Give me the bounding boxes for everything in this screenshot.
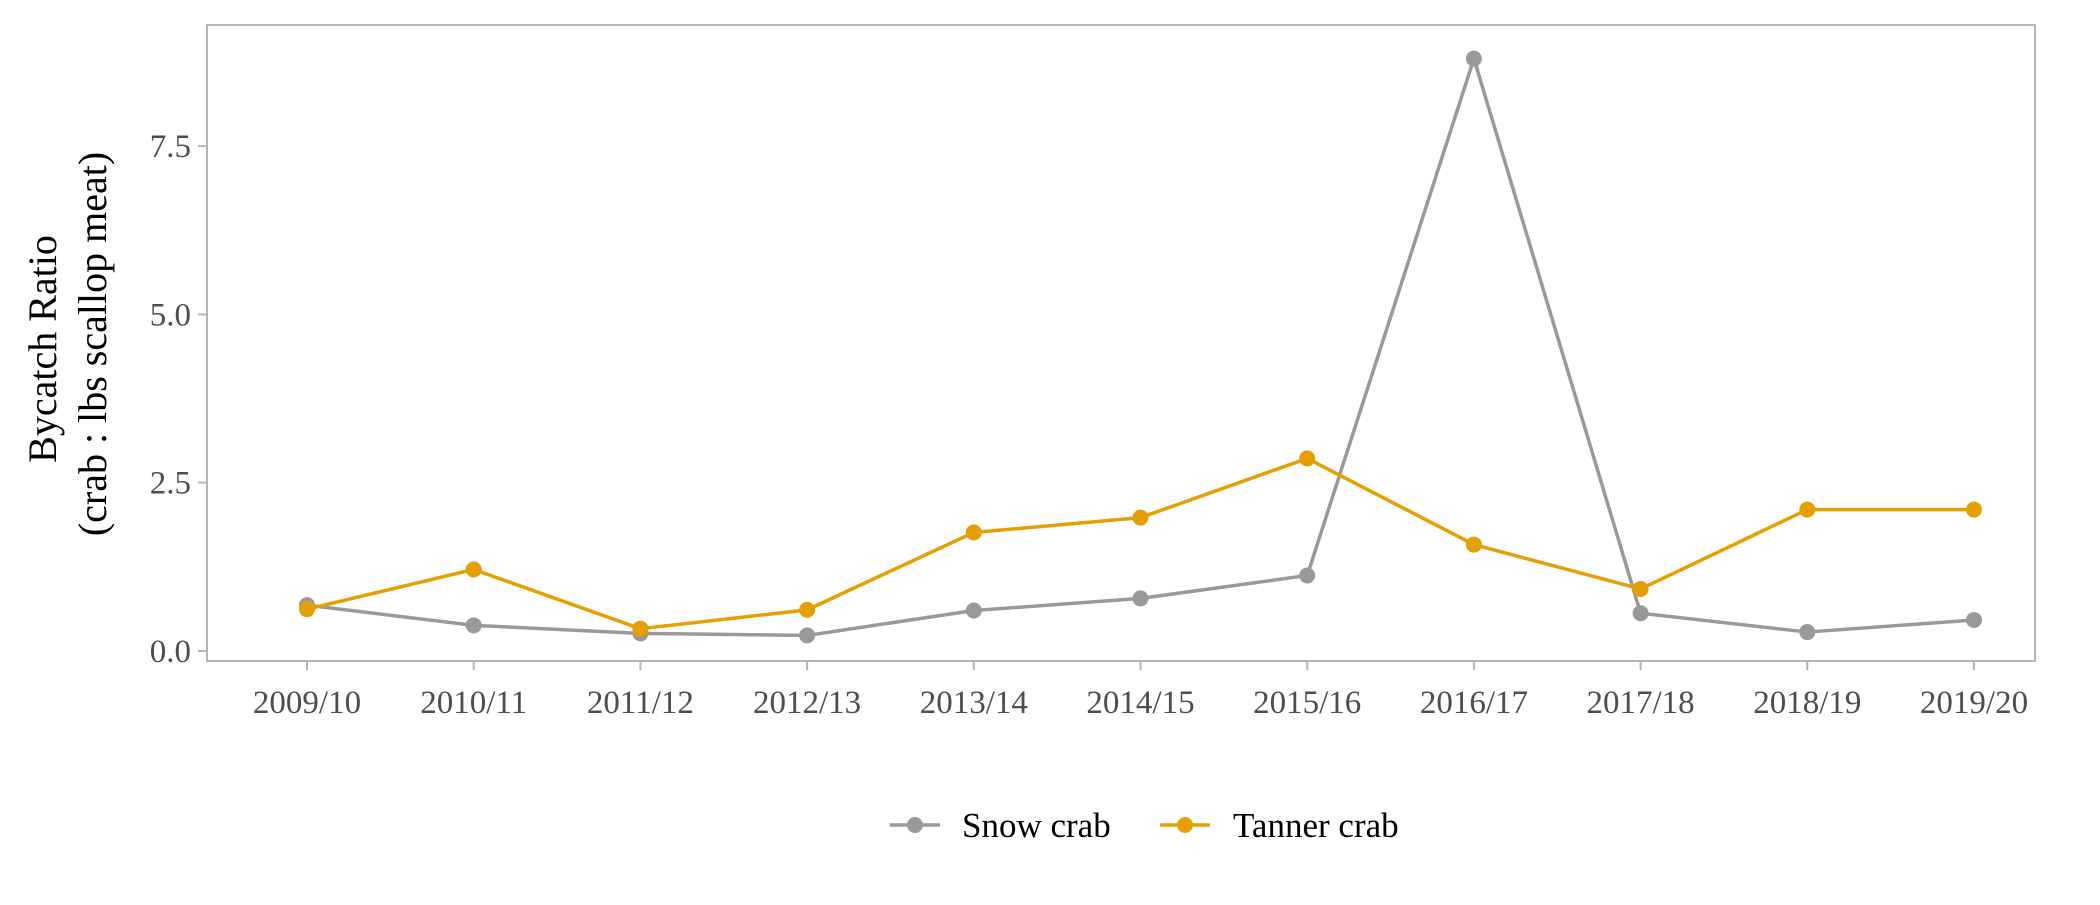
- x-tick-label: 2013/14: [920, 685, 1028, 721]
- data-point: [1966, 501, 1982, 518]
- data-point: [465, 561, 482, 578]
- legend-item-snow-crab: Snow crab: [890, 806, 1111, 845]
- data-point: [965, 524, 982, 541]
- data-point: [1132, 590, 1149, 607]
- data-point: [632, 620, 649, 637]
- data-point: [1299, 567, 1316, 584]
- data-point: [1465, 50, 1482, 67]
- data-point: [1632, 580, 1649, 597]
- data-point: [799, 601, 816, 618]
- y-axis-title-line-2: (crab : lbs scallop meat): [70, 152, 115, 536]
- data-point: [465, 617, 482, 634]
- legend-label: Snow crab: [962, 806, 1111, 845]
- x-tick-label: 2015/16: [1253, 685, 1361, 721]
- data-point: [1966, 611, 1982, 628]
- x-tick-label: 2011/12: [587, 685, 694, 721]
- y-axis-title-line-1: Bycatch Ratio: [20, 235, 65, 463]
- x-tick-label: 2009/10: [253, 685, 361, 721]
- x-tick-label: 2012/13: [753, 685, 861, 721]
- data-point: [1799, 624, 1816, 641]
- legend-key-point: [1177, 817, 1193, 833]
- legend-label: Tanner crab: [1233, 806, 1399, 845]
- x-tick-label: 2014/15: [1086, 685, 1194, 721]
- x-tick-label: 2016/17: [1420, 685, 1528, 721]
- y-tick-label: 0.0: [150, 634, 191, 670]
- legend-item-tanner-crab: Tanner crab: [1160, 806, 1399, 845]
- series-tanner-crab: [299, 450, 1982, 637]
- series-snow-crab: [299, 50, 1982, 644]
- x-axis: 2009/10 2010/11 2011/12 2012/13 2013/14 2014/…: [253, 661, 2028, 721]
- data-point: [1132, 509, 1149, 526]
- x-tick-label: 2018/19: [1753, 685, 1861, 721]
- data-point: [1465, 536, 1482, 553]
- y-axis-title: Bycatch Ratio (crab : lbs scallop meat): [20, 152, 115, 536]
- data-point: [799, 627, 816, 644]
- data-point: [299, 601, 315, 618]
- y-axis: 0.0 2.5 5.0 7.5: [150, 129, 207, 670]
- data-point: [1632, 605, 1649, 622]
- y-tick-label: 5.0: [150, 297, 191, 333]
- plot-panel-border: [206, 24, 2036, 662]
- data-point: [1799, 501, 1816, 518]
- x-tick-label: 2019/20: [1920, 685, 2028, 721]
- legend: Snow crab Tanner crab: [890, 806, 1399, 845]
- series-layer: [299, 50, 1982, 644]
- x-tick-label: 2010/11: [420, 685, 527, 721]
- y-tick-label: 7.5: [150, 129, 191, 165]
- data-point: [965, 602, 982, 619]
- y-tick-label: 2.5: [150, 466, 191, 502]
- legend-key-point: [907, 817, 923, 833]
- data-point: [1299, 450, 1316, 467]
- x-tick-label: 2017/18: [1587, 685, 1695, 721]
